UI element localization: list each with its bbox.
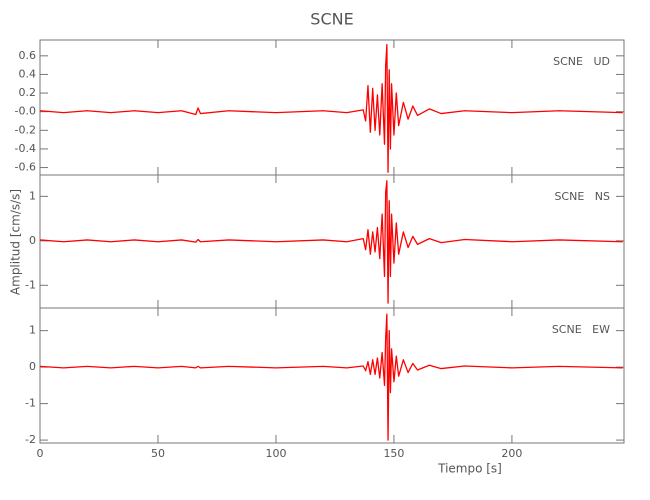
y-tick-label: -0.4: [15, 142, 36, 155]
panel-label: SCNE UD: [553, 55, 610, 68]
y-tick-label: 0.6: [19, 49, 37, 62]
x-axis-label: Tiempo [s]: [437, 462, 502, 476]
y-tick-label: -0.6: [15, 161, 36, 174]
panel-frame: [39, 39, 625, 176]
x-tick-label: 100: [265, 447, 286, 460]
panel-label: SCNE EW: [552, 323, 610, 336]
chart-title: SCNE: [310, 10, 353, 29]
x-tick-label: 200: [501, 447, 522, 460]
y-tick-label: 0: [29, 234, 36, 247]
x-tick-label: 0: [37, 447, 44, 460]
panel-frame: [39, 174, 625, 309]
y-tick-label: 0.4: [19, 67, 37, 80]
y-tick-label: 0.2: [19, 86, 37, 99]
y-axis-label: Amplitud [cm/s/s]: [9, 189, 23, 295]
waveform: [39, 44, 623, 173]
y-tick-label: -0.2: [15, 123, 36, 136]
x-tick-label: 150: [383, 447, 404, 460]
y-tick-label: -1: [25, 397, 36, 410]
y-tick-label: -0.0: [15, 105, 36, 118]
y-tick-label: 0: [29, 360, 36, 373]
panel-label: SCNE NS: [554, 190, 610, 203]
panel-frame: [39, 307, 625, 444]
waveform: [39, 180, 623, 304]
waveform: [39, 313, 623, 441]
x-tick-label: 50: [151, 447, 165, 460]
y-tick-label: -2: [25, 433, 36, 446]
y-tick-label: 1: [29, 189, 36, 202]
y-tick-label: 1: [29, 324, 36, 337]
y-tick-label: -1: [25, 278, 36, 291]
